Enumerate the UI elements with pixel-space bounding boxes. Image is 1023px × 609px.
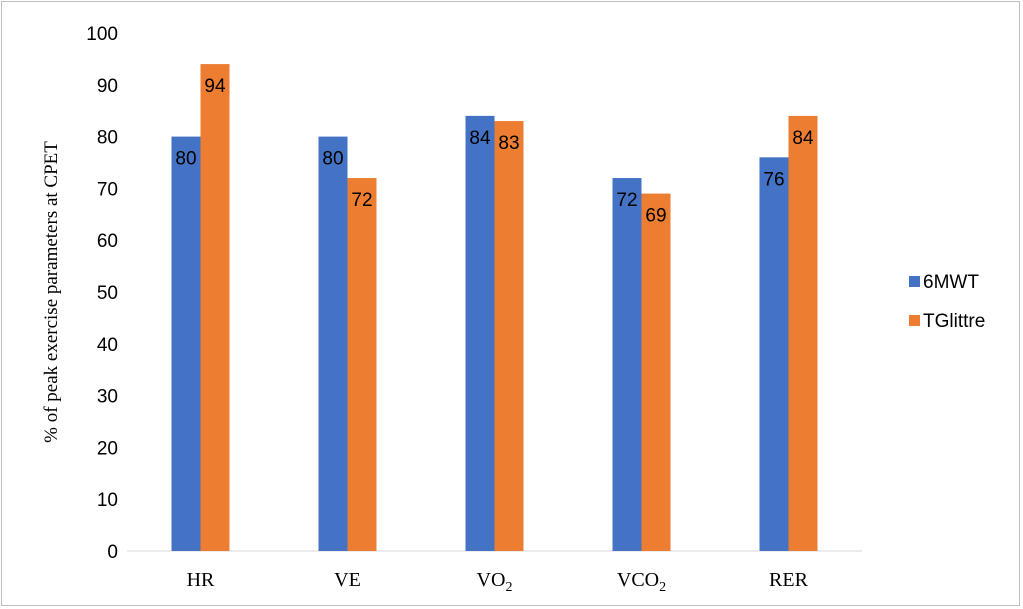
- x-tick-label-vo: VO2: [477, 569, 513, 595]
- bar-6mwt-ve: [318, 136, 348, 551]
- y-tick-label-90: 90: [97, 76, 118, 97]
- legend: 6MWT TGlittre: [909, 272, 985, 332]
- y-tick-label-20: 20: [97, 438, 118, 459]
- y-tick-label-70: 70: [97, 179, 118, 200]
- y-tick-label-100: 100: [86, 24, 118, 45]
- data-label-6mwt-hr: 80: [175, 149, 196, 170]
- data-label-6mwt-vo: 84: [469, 128, 491, 149]
- legend-swatch-tglittre: [909, 315, 920, 326]
- data-label-tglittre-ve: 72: [351, 190, 372, 211]
- data-label-6mwt-ve: 80: [322, 149, 343, 170]
- y-tick-label-40: 40: [97, 335, 118, 356]
- bar-6mwt-vco: [612, 178, 642, 552]
- data-label-6mwt-vco: 72: [616, 190, 637, 211]
- bar-tglittre-vco: [641, 193, 671, 551]
- bars: [171, 64, 818, 552]
- y-tick-label-50: 50: [97, 283, 118, 304]
- bar-tglittre-rer: [788, 115, 818, 551]
- data-label-tglittre-hr: 94: [204, 76, 226, 97]
- data-labels: 80 80 84 72 76 94 72 83 69 84: [175, 76, 814, 227]
- x-tick-label-rer: RER: [769, 569, 809, 591]
- x-tick-label-ve: VE: [334, 569, 361, 591]
- y-tick-label-0: 0: [107, 542, 118, 563]
- bar-6mwt-vo: [465, 115, 495, 551]
- y-axis-label: % of peak exercise parameters at CPET: [41, 141, 62, 443]
- bar-tglittre-hr: [200, 64, 230, 551]
- bar-tglittre-vo: [494, 121, 524, 551]
- y-tick-label-80: 80: [97, 128, 118, 149]
- axes: 0 10 20 30 40 50 60 70 80 90 100 HR VE VO2 VCO2 RER: [86, 24, 862, 595]
- bar-tglittre-ve: [347, 178, 377, 552]
- y-tick-label-10: 10: [97, 490, 118, 511]
- bar-6mwt-rer: [759, 157, 789, 551]
- x-tick-label-vco: VCO2: [617, 569, 666, 595]
- legend-label-6mwt: 6MWT: [923, 272, 979, 293]
- y-tick-label-60: 60: [97, 231, 118, 252]
- x-tick-label-hr: HR: [187, 569, 215, 591]
- y-tick-label-30: 30: [97, 387, 118, 408]
- legend-swatch-6mwt: [909, 276, 920, 287]
- legend-label-tglittre: TGlittre: [923, 311, 985, 332]
- data-label-6mwt-rer: 76: [763, 169, 784, 190]
- bar-6mwt-hr: [171, 136, 201, 551]
- data-label-tglittre-vo: 83: [498, 133, 519, 154]
- data-label-tglittre-vco: 69: [645, 206, 666, 227]
- data-label-tglittre-rer: 84: [792, 128, 814, 149]
